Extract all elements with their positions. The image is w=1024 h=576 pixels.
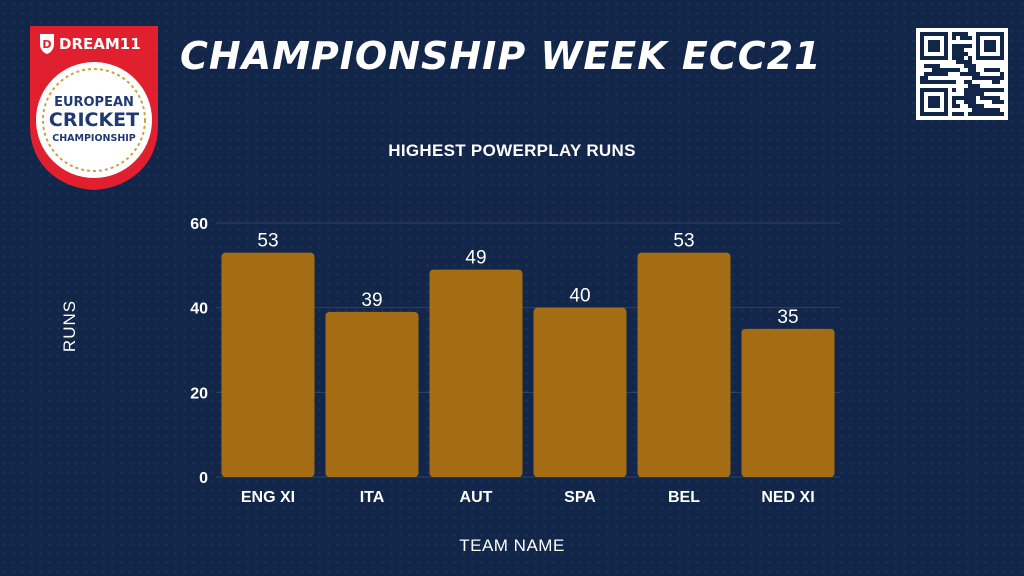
x-axis-label: TEAM NAME: [459, 536, 565, 555]
chart-title: HIGHEST POWERPLAY RUNS: [388, 141, 636, 160]
x-tick-label: AUT: [460, 489, 493, 506]
ecc-logo: D DREAM11 EUROPEAN CRICKET CHAMPIONSHIP: [26, 22, 162, 192]
y-tick-label: 40: [190, 301, 208, 318]
logo-line-cricket: CRICKET: [49, 109, 139, 131]
logo-line-championship: CHAMPIONSHIP: [52, 133, 136, 144]
x-tick-label: NED XI: [761, 489, 814, 506]
dream11-ecc-badge: D DREAM11 EUROPEAN CRICKET CHAMPIONSHIP: [30, 26, 158, 190]
y-tick-label: 60: [190, 216, 208, 233]
y-tick-label: 0: [199, 470, 208, 487]
logo-brand-text: DREAM11: [59, 35, 141, 53]
svg-text:D: D: [42, 38, 51, 51]
x-tick-label: SPA: [564, 489, 596, 506]
bar-value-label: 53: [257, 231, 278, 252]
x-tick-label: ITA: [360, 489, 385, 506]
page-title: CHAMPIONSHIP WEEK ECC21: [180, 34, 822, 78]
bar-value-label: 35: [777, 307, 798, 328]
bar: [741, 328, 835, 477]
logo-line-european: EUROPEAN: [54, 95, 134, 110]
bar: [325, 311, 419, 477]
bar-value-label: 40: [569, 286, 590, 307]
y-tick-label: 20: [190, 385, 208, 402]
dream11-shield-icon: D: [40, 34, 54, 54]
x-tick-label: BEL: [668, 489, 700, 506]
bar: [221, 252, 315, 477]
bar: [533, 307, 627, 477]
bar-value-label: 53: [673, 231, 694, 252]
bar: [637, 252, 731, 477]
bar-value-label: 39: [361, 290, 382, 311]
bar: [429, 269, 523, 477]
qr-code-icon: [916, 28, 1008, 120]
x-tick-label: ENG XI: [241, 489, 295, 506]
bar-value-label: 49: [465, 248, 486, 269]
